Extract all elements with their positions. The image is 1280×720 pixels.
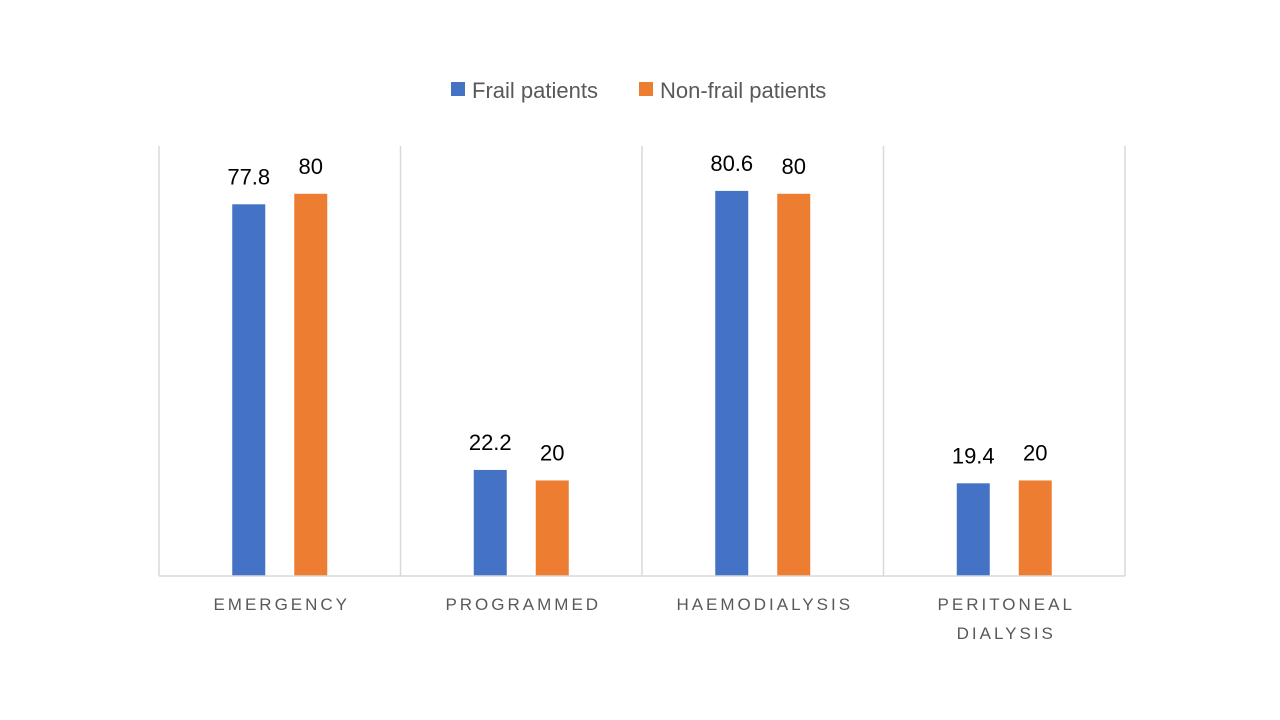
category-label: EMERGENCY bbox=[213, 595, 350, 614]
legend-label-frail: Frail patients bbox=[472, 78, 598, 103]
category-labels: EMERGENCY PROGRAMMED HAEMODIALYSIS PERITONE… bbox=[213, 595, 1074, 643]
data-label: 77.8 bbox=[227, 164, 270, 189]
bar bbox=[777, 194, 810, 576]
data-label: 20 bbox=[540, 440, 564, 465]
legend: Frail patients Non-frail patients bbox=[451, 78, 826, 103]
bar bbox=[474, 470, 507, 576]
category-label: PROGRAMMED bbox=[445, 595, 601, 614]
data-label: 80 bbox=[782, 154, 806, 179]
legend-swatch-non-frail bbox=[639, 82, 653, 96]
data-label: 80.6 bbox=[710, 151, 753, 176]
data-label: 19.4 bbox=[952, 443, 995, 468]
bar bbox=[294, 194, 327, 576]
value-labels: 77.8 80 22.2 20 80.6 80 19.4 20 bbox=[227, 151, 1047, 468]
data-label: 80 bbox=[299, 154, 323, 179]
bar bbox=[957, 483, 990, 576]
bar bbox=[1019, 480, 1052, 576]
data-label: 22.2 bbox=[469, 430, 512, 455]
legend-swatch-frail bbox=[451, 82, 465, 96]
bar-chart: Frail patients Non-frail patients 77.8 80… bbox=[0, 0, 1280, 720]
legend-label-non-frail: Non-frail patients bbox=[660, 78, 826, 103]
bar bbox=[232, 204, 265, 576]
category-label: DIALYSIS bbox=[957, 624, 1056, 643]
bar bbox=[536, 480, 569, 576]
category-label: HAEMODIALYSIS bbox=[676, 595, 853, 614]
bar bbox=[715, 191, 748, 576]
category-label: PERITONEAL bbox=[938, 595, 1075, 614]
data-label: 20 bbox=[1023, 440, 1047, 465]
